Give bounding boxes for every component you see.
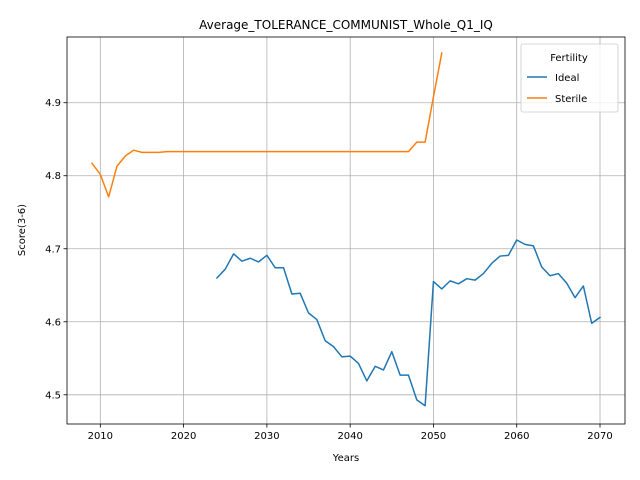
y-tick-label: 4.8 [45,171,61,182]
x-tick-label: 2010 [88,431,113,442]
y-tick-label: 4.9 [45,98,61,109]
x-tick-label: 2050 [421,431,446,442]
x-axis-label: Years [332,453,359,464]
x-tick-label: 2070 [587,431,612,442]
grid-lines [67,37,625,424]
x-tick-label: 2020 [171,431,196,442]
y-axis-label: Score(3-6) [17,204,28,256]
y-tick-label: 4.6 [45,317,61,328]
chart-title: Average_TOLERANCE_COMMUNIST_Whole_Q1_IQ [199,18,493,32]
x-tick-label: 2030 [254,431,279,442]
legend: Fertility Ideal Sterile [520,43,619,113]
axis-ticks: 2010 2020 2030 2040 2050 2060 2070 4.5 4.6 4.7 4.8… [45,98,613,442]
series-line-sterile [90,52,443,198]
y-tick-label: 4.5 [45,390,61,401]
y-tick-label: 4.7 [45,244,61,255]
legend-label-sterile: Sterile [555,94,587,105]
series-layer [90,52,602,407]
series-line-ideal [215,239,602,407]
legend-title: Fertility [550,53,588,64]
legend-label-ideal: Ideal [555,73,579,84]
x-tick-label: 2060 [504,431,529,442]
x-tick-label: 2040 [337,431,362,442]
plot-area-frame [66,36,626,425]
legend-box [520,43,619,113]
